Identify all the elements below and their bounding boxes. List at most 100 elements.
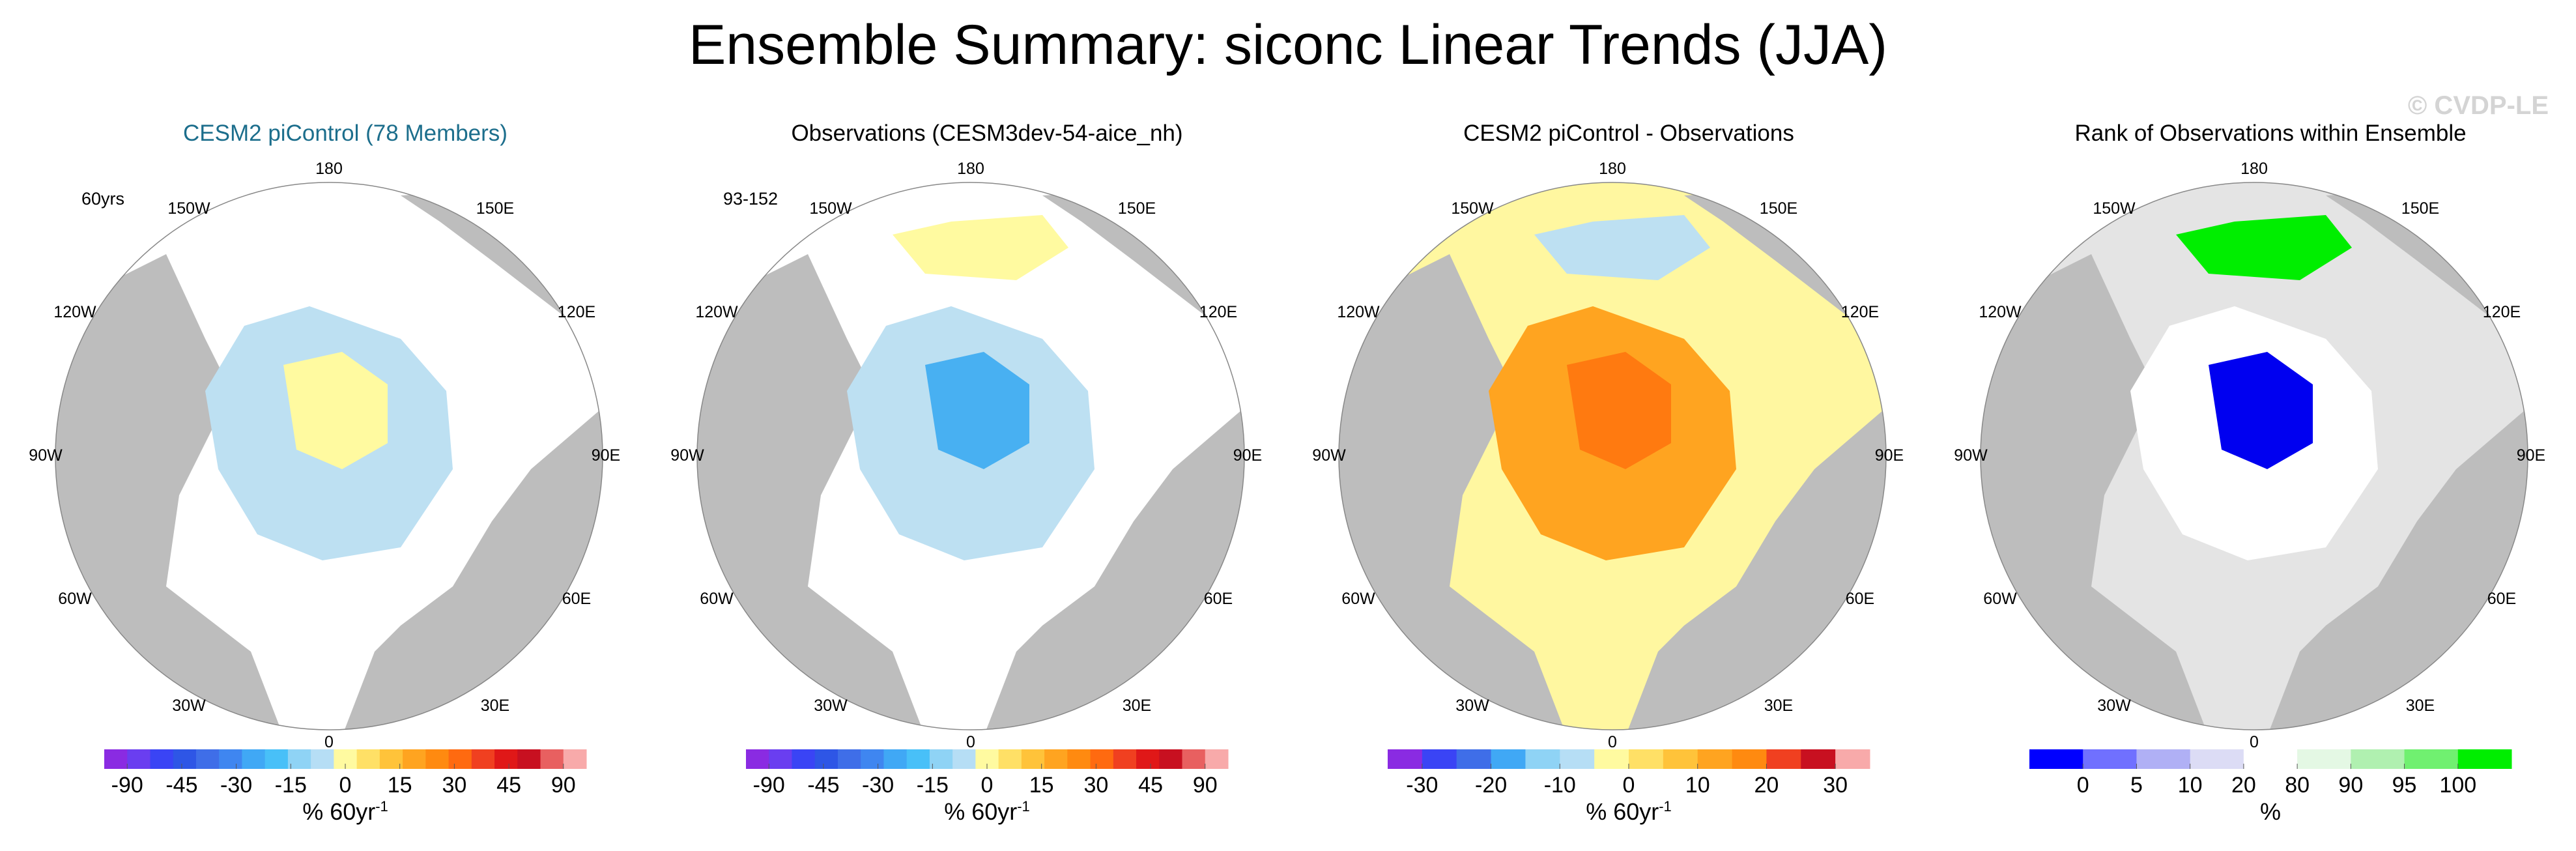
- longitude-label: 150E: [476, 199, 515, 218]
- panel-title: Rank of Observations within Ensemble: [2074, 121, 2467, 146]
- colorbar-tick-label: -45: [807, 773, 839, 798]
- panel-title: Observations (CESM3dev-54-aice_nh): [791, 121, 1183, 146]
- colorbar-swatch: [1205, 749, 1229, 769]
- colorbar-swatch: [471, 749, 495, 769]
- longitude-label: 60E: [1203, 590, 1233, 608]
- polar-stereographic-map: [1980, 182, 2528, 730]
- polar-stereographic-map: [696, 182, 1245, 730]
- map-boundary: [1338, 182, 1887, 730]
- longitude-label: 180: [1599, 160, 1626, 178]
- longitude-label: 120E: [1840, 303, 1880, 321]
- colorbar-swatch: [494, 749, 518, 769]
- longitude-label: 150E: [1759, 199, 1798, 218]
- longitude-label: 30E: [480, 697, 510, 715]
- longitude-label: 30E: [1122, 697, 1152, 715]
- sea-ice-core-region: [283, 352, 388, 469]
- colorbar-swatch: [287, 749, 311, 769]
- longitude-label: 60W: [58, 590, 92, 608]
- chart-main-title: Ensemble Summary: siconc Linear Trends (…: [688, 14, 1888, 76]
- colorbar-tick-label: 30: [1083, 773, 1108, 798]
- colorbar-tick-label: -30: [220, 773, 252, 798]
- longitude-label: 30W: [1455, 697, 1489, 715]
- longitude-label: 120E: [2482, 303, 2521, 321]
- colorbar-swatch: [1456, 749, 1492, 769]
- longitude-label: 90E: [1874, 446, 1904, 465]
- colorbar-tick-label: -15: [275, 773, 307, 798]
- colorbar-units: % 60yr-1: [1586, 798, 1672, 825]
- colorbar-swatch: [242, 749, 266, 769]
- colorbar-tick-label: 30: [1823, 773, 1848, 798]
- longitude-label: 120W: [1979, 303, 2022, 321]
- colorbar-tick-label: 45: [496, 773, 521, 798]
- map-boundary: [1980, 182, 2528, 730]
- colorbar-swatch: [379, 749, 403, 769]
- longitude-label: 180: [315, 160, 343, 178]
- colorbar-tick-label: -20: [1475, 773, 1507, 798]
- colorbar-swatch: [356, 749, 380, 769]
- colorbar-swatch: [2243, 749, 2298, 769]
- colorbar-swatch: [1663, 749, 1698, 769]
- colorbar: -30 -20 -10 0 10 20 30: [1388, 749, 1870, 798]
- longitude-label: 90E: [591, 446, 621, 465]
- longitude-label: 180: [957, 160, 984, 178]
- colorbar-swatch: [2029, 749, 2083, 769]
- longitude-label: 60E: [562, 590, 592, 608]
- colorbar-swatch: [195, 749, 220, 769]
- longitude-label: 30W: [2097, 697, 2131, 715]
- colorbar-swatch: [540, 749, 564, 769]
- marginal-ice-region: [1534, 215, 1710, 280]
- longitude-label: 150E: [2401, 199, 2440, 218]
- colorbar-tick-label: 95: [2392, 773, 2417, 798]
- longitude-label: 60W: [700, 590, 734, 608]
- colorbar-tick-label: -90: [111, 773, 143, 798]
- longitude-label: 90W: [1312, 446, 1346, 465]
- colorbar-tick-label: 90: [2338, 773, 2363, 798]
- panel-title: CESM2 piControl (78 Members): [183, 121, 508, 146]
- longitude-label: 30W: [814, 697, 848, 715]
- longitude-label: 90W: [670, 446, 704, 465]
- colorbar-tick-label: 15: [388, 773, 412, 798]
- longitude-label: 90E: [1233, 446, 1263, 465]
- colorbar-tick-label: 0: [981, 773, 994, 798]
- colorbar-swatch: [1021, 749, 1045, 769]
- colorbar-tick-label: -15: [917, 773, 949, 798]
- polar-stereographic-map: [1338, 182, 1887, 730]
- sea-ice-core-region: [925, 352, 1029, 469]
- map-boundary: [696, 182, 1245, 730]
- north-america-landmass: [55, 254, 283, 730]
- colorbar-tick-label: 80: [2285, 773, 2310, 798]
- north-america-landmass: [697, 254, 925, 730]
- colorbar-swatch: [1159, 749, 1183, 769]
- colorbar-swatch: [769, 749, 792, 769]
- colorbar-swatch: [2297, 749, 2351, 769]
- map-panel-3: CESM2 piControl - Observations 180 0 150W 15…: [1312, 0, 1938, 851]
- colorbar-swatch: [1113, 749, 1137, 769]
- polar-stereographic-map: [55, 182, 603, 730]
- longitude-label: 150W: [2093, 199, 2136, 218]
- colorbar-swatch: [952, 749, 976, 769]
- longitude-label: 0: [1608, 733, 1617, 751]
- colorbar-swatch: [311, 749, 334, 769]
- colorbar-tick-label: 0: [339, 773, 352, 798]
- colorbar-swatch: [104, 749, 128, 769]
- panel-period-label: 60yrs: [81, 189, 125, 209]
- longitude-label: 60E: [1845, 590, 1875, 608]
- longitude-label: 150W: [809, 199, 852, 218]
- colorbar-tick-label: 90: [1193, 773, 1218, 798]
- longitude-label: 150W: [1451, 199, 1494, 218]
- map-boundary: [55, 182, 603, 730]
- longitude-label: 30E: [1764, 697, 1794, 715]
- colorbar-swatch: [1766, 749, 1801, 769]
- colorbar-tick-label: 20: [2231, 773, 2256, 798]
- colorbar-tick-label: -10: [1544, 773, 1576, 798]
- longitude-label: 30E: [2405, 697, 2435, 715]
- longitude-label: 30W: [172, 697, 206, 715]
- colorbar-swatch: [425, 749, 450, 769]
- colorbar-tick-label: 15: [1029, 773, 1054, 798]
- colorbar: -90 -45 -30 -15 0 15 30 45 90: [104, 749, 587, 798]
- colorbar-swatch: [792, 749, 816, 769]
- longitude-label: 0: [324, 733, 334, 751]
- sea-ice-core-region: [1567, 352, 1671, 469]
- map-panel-1: CESM2 piControl (78 Members) 60yrs 180 0 150…: [29, 0, 655, 851]
- longitude-label: 120E: [557, 303, 596, 321]
